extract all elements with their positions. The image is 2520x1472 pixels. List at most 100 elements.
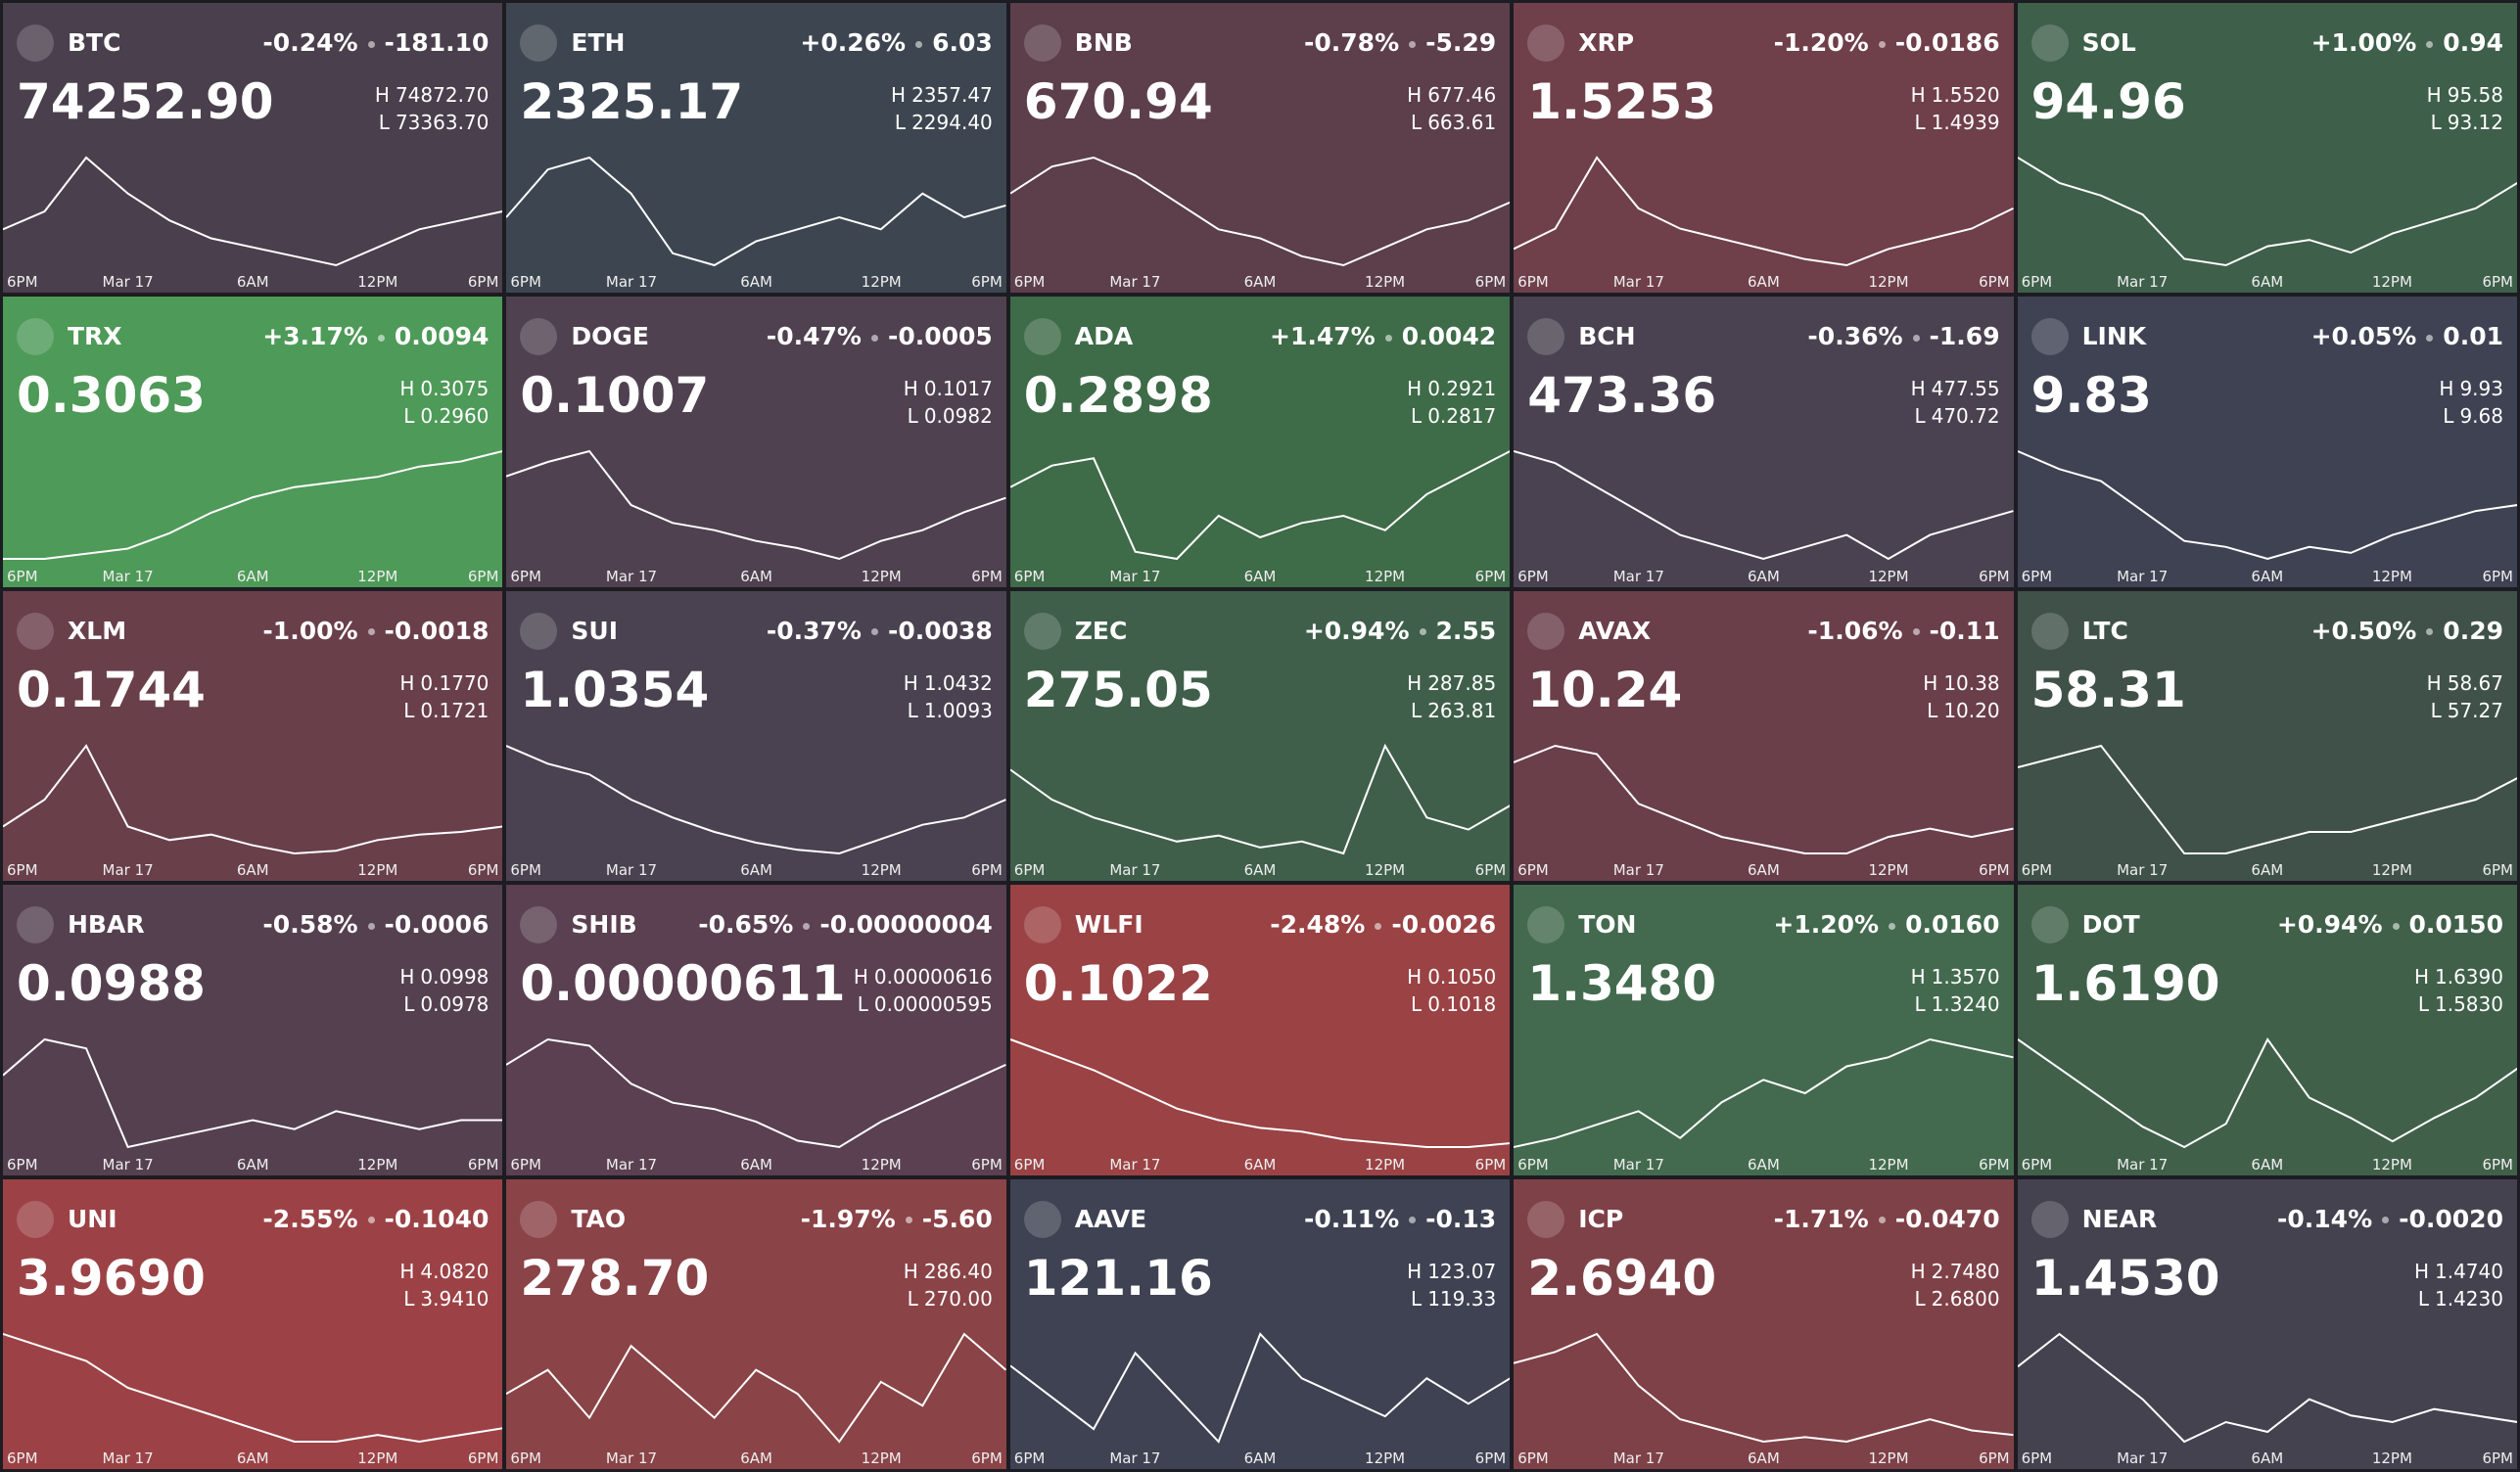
- time-label: 6AM: [740, 273, 772, 292]
- time-label: 6PM: [1517, 567, 1549, 585]
- time-label: 6PM: [971, 567, 1003, 585]
- high-value: 74872.70: [395, 83, 490, 107]
- time-label: 6PM: [1013, 1449, 1046, 1467]
- time-label: Mar 17: [1109, 273, 1161, 292]
- ticker-tile[interactable]: XLM -1.00% -0.0018 0.1744 H 0.1770 L 0.1721 6PM M…: [3, 590, 503, 882]
- high-prefix: H: [2426, 83, 2442, 107]
- high: H 95.58: [2427, 83, 2503, 107]
- ticker-tile[interactable]: ADA +1.47% 0.0042 0.2898 H 0.2921 L 0.2817 6PM Ma…: [1009, 297, 1511, 587]
- time-label: 6AM: [236, 273, 269, 292]
- time-label: 6AM: [1748, 567, 1780, 585]
- ticker-tile[interactable]: BNB -0.78% -5.29 670.94 H 677.46 L 663.61 6PM Mar…: [1009, 3, 1511, 294]
- change: +0.26% 6.03: [800, 28, 992, 57]
- low: L 73363.70: [379, 111, 490, 134]
- ticker-tile[interactable]: XRP -1.20% -0.0186 1.5253 H 1.5520 L 1.4939 6PM M…: [1514, 3, 2014, 294]
- ticker-tile[interactable]: DOGE -0.47% -0.0005 0.1007 H 0.1017 L 0.0982 6PM…: [506, 297, 1006, 587]
- ticker-tile[interactable]: SOL +1.00% 0.94 94.96 H 95.58 L 93.12 6PM Mar 17 6…: [2017, 3, 2517, 294]
- change: -0.78% -5.29: [1304, 28, 1496, 57]
- ticker-tile[interactable]: TRX +3.17% 0.0094 0.3063 H 0.3075 L 0.2960 6PM Ma…: [3, 297, 503, 587]
- high: H 0.0998: [399, 965, 489, 989]
- high-value: 286.40: [923, 1259, 993, 1283]
- time-label: 12PM: [1868, 861, 1909, 880]
- time-label: 6PM: [1979, 1155, 2010, 1173]
- change-value: 0.94: [2443, 28, 2503, 57]
- sparkline: [506, 746, 1005, 853]
- ticker-tile[interactable]: ZEC +0.94% 2.55 275.05 H 287.85 L 263.81 6PM Mar …: [1009, 590, 1511, 882]
- low-prefix: L: [2430, 111, 2442, 134]
- time-label: Mar 17: [1109, 1155, 1161, 1173]
- high: H 9.93: [2439, 377, 2503, 400]
- change-value: 6.03: [932, 28, 993, 57]
- high: H 0.1050: [1407, 965, 1496, 989]
- ticker-tile[interactable]: HBAR -0.58% -0.0006 0.0988 H 0.0998 L 0.0978 6PM…: [3, 885, 503, 1175]
- change: +0.94% 0.0150: [2277, 910, 2503, 939]
- time-label: Mar 17: [102, 1449, 154, 1467]
- ticker-tile[interactable]: UNI -2.55% -0.1040 3.9690 H 4.0820 L 3.9410 6PM M…: [3, 1178, 503, 1469]
- high-value: 10.38: [1943, 670, 2000, 695]
- low-prefix: L: [1914, 111, 1926, 134]
- time-label: Mar 17: [2117, 1449, 2169, 1467]
- change-value: 0.0150: [2408, 910, 2503, 940]
- low-prefix: L: [1914, 992, 1926, 1017]
- low: L 119.33: [1411, 1287, 1496, 1311]
- change-value: -1.69: [1929, 322, 2000, 351]
- change: +3.17% 0.0094: [262, 322, 489, 350]
- time-label: 6AM: [1748, 1155, 1780, 1173]
- low: L 0.0978: [403, 992, 489, 1016]
- ticker-tile[interactable]: NEAR -0.14% -0.0020 1.4530 H 1.4740 L 1.4230 6PM…: [2017, 1178, 2517, 1469]
- coin-icon: [17, 612, 54, 650]
- symbol: DOT: [2081, 910, 2140, 940]
- ticker-tile[interactable]: TON +1.20% 0.0160 1.3480 H 1.3570 L 1.3240 6PM Ma…: [1514, 885, 2014, 1175]
- ticker-tile[interactable]: ICP -1.71% -0.0470 2.6940 H 2.7480 L 2.6800 6PM M…: [1514, 1178, 2014, 1469]
- high-value: 123.07: [1427, 1259, 1497, 1283]
- separator-dot: [367, 628, 375, 636]
- change: -0.24% -181.10: [262, 28, 489, 57]
- sparkline-chart: [506, 148, 1005, 273]
- time-label: 6PM: [1474, 1449, 1507, 1467]
- coin-icon: [2030, 1200, 2069, 1238]
- high-prefix: H: [2413, 965, 2429, 989]
- low: L 1.0093: [908, 699, 993, 722]
- time-label: 6PM: [7, 861, 38, 880]
- ticker-tile[interactable]: ETH +0.26% 6.03 2325.17 H 2357.47 L 2294.40 6PM M…: [506, 3, 1006, 294]
- change-value: 0.0094: [394, 322, 490, 351]
- ticker-tile[interactable]: SUI -0.37% -0.0038 1.0354 H 1.0432 L 1.0093 6PM M…: [506, 590, 1006, 882]
- price: 9.83: [2030, 367, 2152, 425]
- change-value: -0.13: [1425, 1204, 1497, 1233]
- high-prefix: H: [1910, 965, 1926, 989]
- high-value: 4.0820: [420, 1259, 490, 1283]
- ticker-tile[interactable]: LTC +0.50% 0.29 58.31 H 58.67 L 57.27 6PM Mar 17 6…: [2017, 590, 2517, 882]
- ticker-tile[interactable]: BCH -0.36% -1.69 473.36 H 477.55 L 470.72 6PM Mar…: [1514, 297, 2014, 587]
- separator-dot: [870, 628, 878, 636]
- high: H 123.07: [1407, 1260, 1496, 1283]
- coin-icon: [520, 318, 558, 356]
- symbol: ETH: [571, 28, 626, 57]
- ticker-tile[interactable]: DOT +0.94% 0.0150 1.6190 H 1.6390 L 1.5830 6PM Ma…: [2017, 885, 2517, 1175]
- time-label: 12PM: [2371, 1155, 2412, 1173]
- time-label: 12PM: [1868, 273, 1909, 292]
- time-label: 6PM: [1474, 1155, 1507, 1173]
- ticker-tile[interactable]: AVAX -1.06% -0.11 10.24 H 10.38 L 10.20 6PM Mar 1…: [1514, 590, 2014, 882]
- low-value: 470.72: [1931, 404, 2000, 429]
- separator-dot: [1409, 40, 1417, 48]
- high-prefix: H: [1407, 965, 1423, 989]
- time-label: 6PM: [7, 567, 38, 585]
- ticker-tile[interactable]: TAO -1.97% -5.60 278.70 H 286.40 L 270.00 6PM Mar…: [506, 1178, 1006, 1469]
- time-label: 6PM: [2021, 861, 2053, 880]
- high: H 4.0820: [399, 1260, 489, 1283]
- coin-icon: [520, 1200, 558, 1238]
- time-label: Mar 17: [1612, 861, 1664, 880]
- ticker-tile[interactable]: SHIB -0.65% -0.00000004 0.00000611 H 0.000006…: [506, 885, 1006, 1175]
- change: -0.58% -0.0006: [262, 910, 489, 939]
- low-prefix: L: [403, 404, 415, 429]
- ticker-tile[interactable]: WLFI -2.48% -0.0026 0.1022 H 0.1050 L 0.1018 6PM…: [1009, 885, 1511, 1175]
- time-label: 6PM: [1517, 273, 1549, 292]
- sparkline: [506, 451, 1005, 559]
- sparkline-chart: [1010, 441, 1510, 567]
- high-value: 0.0998: [420, 965, 490, 989]
- ticker-tile[interactable]: LINK +0.05% 0.01 9.83 H 9.93 L 9.68 6PM Mar 17 6AM…: [2017, 297, 2517, 587]
- change-value: -0.00000004: [819, 910, 993, 940]
- time-label: 6PM: [1979, 861, 2010, 880]
- ticker-tile[interactable]: AAVE -0.11% -0.13 121.16 H 123.07 L 119.33 6PM Ma…: [1009, 1178, 1511, 1469]
- ticker-tile[interactable]: BTC -0.24% -181.10 74252.90 H 74872.70 L 73363.…: [3, 3, 503, 294]
